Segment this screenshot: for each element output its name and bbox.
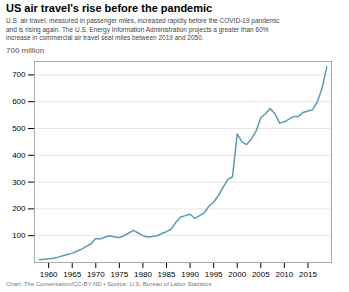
svg-text:1985: 1985: [158, 270, 176, 279]
svg-text:1965: 1965: [63, 270, 81, 279]
svg-text:600: 600: [12, 97, 26, 106]
svg-text:1975: 1975: [110, 270, 128, 279]
html-text:U.S. air travel, measured in p: U.S. air travel, measured in passenger m…: [6, 17, 280, 42]
svg-text:2000: 2000: [228, 270, 246, 279]
svg-text:1990: 1990: [181, 270, 199, 279]
svg-text:1970: 1970: [87, 270, 105, 279]
svg-text:1995: 1995: [205, 270, 223, 279]
svg-text:500: 500: [12, 124, 26, 133]
svg-text:300: 300: [12, 178, 26, 187]
svg-text:400: 400: [12, 151, 26, 160]
html-text:US air travel's rise before th: US air travel's rise before the pandemic: [6, 2, 213, 14]
svg-text:2010: 2010: [275, 270, 293, 279]
svg-text:100: 100: [12, 231, 26, 240]
svg-text:1980: 1980: [134, 270, 152, 279]
html-text:700 million: 700 million: [6, 45, 45, 55]
svg-text:1960: 1960: [40, 270, 58, 279]
svg-text:700: 700: [12, 71, 26, 80]
html-text:Chart: The Conversation/CC-BY-: Chart: The Conversation/CC-BY-ND • Sourc…: [6, 281, 212, 288]
svg-text:200: 200: [12, 205, 26, 214]
svg-text:2005: 2005: [252, 270, 270, 279]
svg-text:2015: 2015: [299, 270, 317, 279]
